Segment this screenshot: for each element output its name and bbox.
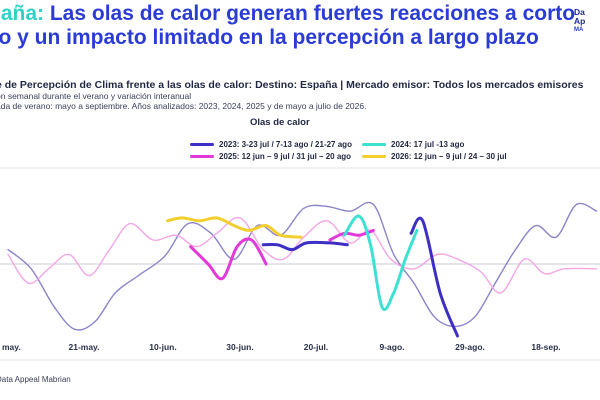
x-tick-label: 10-jun.	[149, 342, 176, 352]
legend-label-2025: 2025: 12 jun – 9 jul / 31 jul – 20 ago	[219, 152, 352, 161]
series-line-y2025	[189, 237, 268, 281]
x-tick-label: 9-ago.	[379, 342, 404, 352]
legend-swatch-2025	[190, 155, 214, 159]
series-line-base_pink	[7, 216, 598, 294]
legend-swatch-2023	[190, 143, 214, 147]
x-tick-label: 29-ago.	[455, 342, 485, 352]
x-tick-label: may.	[2, 342, 21, 352]
chart-subtitle: e de Percepción de Clima frente a las ol…	[0, 79, 584, 91]
title-line2: zo y un impacto limitado en la percepció…	[0, 26, 539, 49]
legend-swatch-2024	[362, 143, 386, 147]
series-line-base	[7, 201, 598, 331]
legend-label-2024: 2024: 17 jul -13 ago	[391, 140, 465, 149]
chart-note-1: ón semanal durante el verano y variación…	[0, 91, 192, 101]
title-prefix: paña:	[0, 2, 45, 25]
chart-note-2: ada de verano: mayo a septiembre. Años a…	[0, 101, 367, 111]
x-tick-label: 21-may.	[68, 342, 99, 352]
logo-bottom: MA	[574, 27, 584, 33]
series-line-y2023	[261, 240, 349, 252]
series-line-y2024	[342, 214, 419, 311]
legend-label-2026: 2026: 12 jun – 9 jul / 24 – 30 jul	[391, 152, 507, 161]
title-line1: Las olas de calor generan fuertes reacci…	[44, 2, 576, 25]
series-layer	[7, 201, 598, 338]
legend-item-2025: 2025: 12 jun – 9 jul / 31 jul – 20 ago	[190, 152, 351, 161]
legend-item-2023: 2023: 3-23 jul / 7-13 ago / 21-27 ago	[190, 140, 352, 149]
series-line-y2023b	[409, 216, 459, 338]
x-tick-label: 20-jul.	[304, 342, 329, 352]
legend-item-2026: 2026: 12 jun – 9 jul / 24 – 30 jul	[362, 152, 507, 161]
x-axis: may. 21-may. 10-jun. 30-jun. 20-jul. 9-ago. 29…	[2, 342, 561, 352]
source-note: Data Appeal Mabrian	[0, 375, 71, 384]
logo-mid: Ap	[574, 16, 586, 26]
legend-label-2023: 2023: 3-23 jul / 7-13 ago / 21-27 ago	[219, 140, 352, 149]
x-tick-label: 18-sep.	[531, 342, 560, 352]
legend-swatch-2026	[362, 155, 386, 159]
logo-top: Da	[574, 7, 585, 17]
page-title: paña: Las olas de calor generan fuertes …	[0, 2, 575, 50]
legend-item-2024: 2024: 17 jul -13 ago	[362, 140, 464, 149]
legend-title: Olas de calor	[250, 117, 310, 128]
series-line-y2026	[166, 216, 303, 239]
x-tick-label: 30-jun.	[226, 342, 253, 352]
brand-logo: Da Ap MA	[574, 8, 600, 35]
